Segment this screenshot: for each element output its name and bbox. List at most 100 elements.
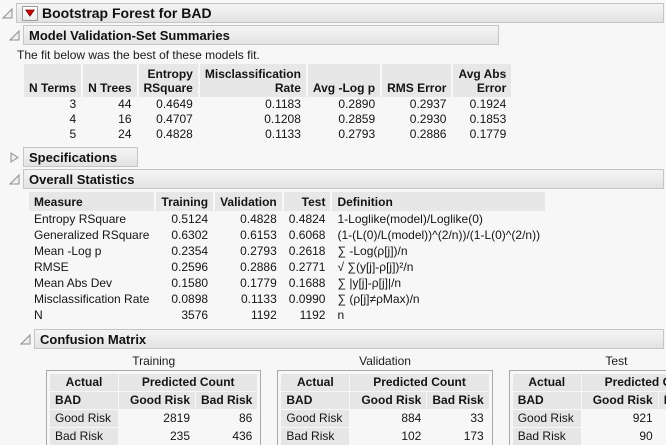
cell: 1192 bbox=[250, 308, 277, 322]
cell: 0.2886 bbox=[240, 260, 277, 274]
cell: 0.4828 bbox=[240, 212, 277, 226]
cell-measure: Mean -Log p bbox=[34, 244, 102, 258]
section-title: Specifications bbox=[29, 149, 118, 165]
cell: 0.2771 bbox=[288, 260, 326, 274]
cell: 90 bbox=[639, 429, 653, 443]
cell: 3576 bbox=[181, 308, 209, 322]
section-header-specifications[interactable]: Specifications bbox=[23, 147, 138, 167]
header-good-risk: Good Risk bbox=[119, 392, 195, 409]
disclosure-open-icon[interactable] bbox=[19, 333, 31, 345]
cell: 0.2859 bbox=[338, 112, 376, 126]
cell: 0.6153 bbox=[240, 228, 277, 242]
cell-definition: ∑ (ρ[j]≠ρMax)/n bbox=[337, 292, 420, 306]
table-row: Bad Risk 235 436 bbox=[50, 428, 257, 445]
confusion-matrix-group: Training Actual Predicted Count BAD Good… bbox=[46, 354, 666, 445]
cell: 921 bbox=[632, 411, 653, 425]
col-rms-error: RMS Error bbox=[382, 64, 452, 97]
disclosure-closed-icon[interactable] bbox=[8, 151, 20, 163]
header-predicted-count: Predicted Count bbox=[119, 374, 258, 391]
col-measure: Measure bbox=[29, 192, 155, 211]
col-avg-abs-error: Avg Abs Error bbox=[453, 64, 512, 97]
cell-definition: n bbox=[337, 308, 345, 322]
cell: 0.2596 bbox=[171, 260, 209, 274]
cell: 884 bbox=[401, 411, 422, 425]
cell-measure: Mean Abs Dev bbox=[34, 276, 113, 290]
outline-row-confusion-matrix: Confusion Matrix bbox=[19, 329, 664, 349]
cell: 173 bbox=[463, 429, 484, 443]
confusion-table: Actual Predicted Count BAD Good Risk Bad… bbox=[46, 370, 262, 445]
confusion-block-validation: Validation Actual Predicted Count BAD Go… bbox=[277, 354, 493, 445]
red-triangle-icon bbox=[25, 9, 35, 17]
disclosure-open-icon[interactable] bbox=[1, 7, 13, 19]
table-header-row: Measure Training Validation Test Definit… bbox=[29, 192, 546, 211]
table-row: 4 16 0.4707 0.1208 0.2859 0.2930 0.1853 bbox=[24, 112, 511, 127]
section-header-overall-statistics[interactable]: Overall Statistics bbox=[23, 169, 664, 189]
cell-measure: Misclassification Rate bbox=[34, 292, 150, 306]
cell: 0.4828 bbox=[156, 127, 193, 141]
header-response: BAD bbox=[281, 392, 350, 409]
fit-note: The fit below was the best of these mode… bbox=[17, 48, 260, 62]
header-response: BAD bbox=[50, 392, 118, 409]
table-row: Mean Abs Dev 0.1580 0.1779 0.1688 ∑ |y[j… bbox=[29, 275, 545, 291]
table-row: Bad Risk 90 153 bbox=[512, 428, 666, 445]
row-label: Good Risk bbox=[50, 410, 118, 427]
col-misclassification-rate: Misclassification Rate bbox=[199, 64, 306, 97]
cell: 16 bbox=[118, 112, 132, 126]
col-training: Training bbox=[156, 192, 214, 211]
cell: 0.1183 bbox=[265, 97, 301, 111]
outline-row-overall-statistics: Overall Statistics bbox=[8, 169, 664, 189]
confusion-block-test: Test Actual Predicted Count BAD Good Ris… bbox=[508, 354, 666, 445]
table-row: Good Risk 884 33 bbox=[281, 410, 488, 427]
header-good-risk: Good Risk bbox=[350, 392, 427, 409]
confusion-block-training: Training Actual Predicted Count BAD Good… bbox=[46, 354, 262, 445]
row-label: Bad Risk bbox=[281, 428, 350, 445]
col-validation: Validation bbox=[215, 192, 282, 211]
table-row: 3 44 0.4649 0.1183 0.2890 0.2937 0.1924 bbox=[24, 97, 511, 112]
row-label: Good Risk bbox=[512, 410, 581, 427]
header-bad-risk: Bad Risk bbox=[427, 392, 489, 409]
cell: 0.2930 bbox=[409, 112, 447, 126]
cell: 0.1779 bbox=[469, 127, 507, 141]
header-bad-risk: Bad Risk bbox=[658, 392, 666, 409]
cell: 1192 bbox=[299, 308, 326, 322]
cell: 0.1688 bbox=[288, 276, 326, 290]
cell-measure: N bbox=[34, 308, 43, 322]
header-good-risk: Good Risk bbox=[581, 392, 658, 409]
col-test: Test bbox=[283, 192, 331, 211]
cell: 0.1133 bbox=[240, 292, 277, 306]
cell: 0.0898 bbox=[171, 292, 209, 306]
cell: 0.1853 bbox=[469, 112, 507, 126]
cell: 0.1779 bbox=[240, 276, 277, 290]
red-triangle-menu-button[interactable] bbox=[22, 5, 38, 21]
header-bad-risk: Bad Risk bbox=[196, 392, 258, 409]
section-header-bootstrap-forest[interactable]: Bootstrap Forest for BAD bbox=[16, 3, 664, 23]
cell: 0.1924 bbox=[469, 97, 507, 111]
cell: 2819 bbox=[163, 411, 190, 425]
page-title: Bootstrap Forest for BAD bbox=[42, 5, 212, 21]
row-label: Bad Risk bbox=[512, 428, 581, 445]
cell: 0.6302 bbox=[171, 228, 209, 242]
section-header-confusion-matrix[interactable]: Confusion Matrix bbox=[34, 329, 664, 349]
cell-definition: √ ∑(y[j]-ρ[j])²/n bbox=[337, 260, 414, 274]
cell-measure: RMSE bbox=[34, 260, 69, 274]
cell: 0.1580 bbox=[171, 276, 209, 290]
section-header-model-validation[interactable]: Model Validation-Set Summaries bbox=[23, 25, 499, 45]
disclosure-open-icon[interactable] bbox=[8, 173, 20, 185]
table-header-row: N Terms N Trees Entropy RSquare Misclass… bbox=[24, 64, 512, 97]
cell: 0.2793 bbox=[338, 127, 376, 141]
confusion-table-title: Validation bbox=[359, 354, 411, 368]
header-actual: Actual bbox=[281, 374, 350, 391]
col-avg-log-p: Avg -Log p bbox=[307, 64, 381, 97]
cell: 0.2890 bbox=[338, 97, 376, 111]
disclosure-open-icon[interactable] bbox=[8, 29, 20, 41]
header-predicted-count: Predicted Count bbox=[350, 374, 489, 391]
outline-row-bootstrap-forest: Bootstrap Forest for BAD bbox=[1, 3, 664, 23]
row-label: Bad Risk bbox=[50, 428, 118, 445]
col-n-trees: N Trees bbox=[83, 64, 137, 97]
table-row: Entropy RSquare 0.5124 0.4828 0.4824 1-L… bbox=[29, 211, 545, 227]
cell: 28 bbox=[659, 410, 666, 427]
cell-definition: 1-Loglike(model)/Loglike(0) bbox=[337, 212, 483, 226]
cell: 235 bbox=[169, 429, 190, 443]
overall-statistics-table: Measure Training Validation Test Definit… bbox=[27, 192, 547, 323]
confusion-table-title: Test bbox=[605, 354, 628, 368]
